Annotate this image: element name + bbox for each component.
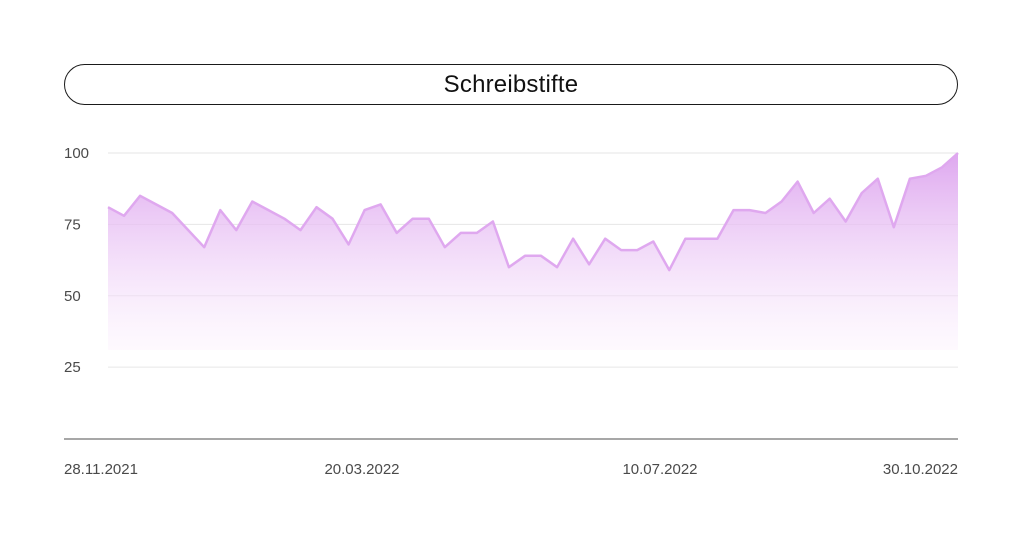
series-area — [108, 153, 958, 350]
x-tick-labels: 28.11.2021 20.03.2022 10.07.2022 30.10.2022 — [64, 461, 958, 478]
y-tick-label-50: 50 — [64, 288, 81, 305]
x-tick-label-2: 10.07.2022 — [622, 461, 697, 478]
chart-title: Schreibstifte — [64, 64, 958, 105]
y-tick-label-100: 100 — [64, 145, 89, 162]
x-tick-label-3: 30.10.2022 — [883, 461, 958, 478]
y-tick-label-75: 75 — [64, 216, 81, 233]
x-tick-label-1: 20.03.2022 — [324, 461, 399, 478]
series-line — [107, 152, 959, 272]
y-tick-labels: 25 50 75 100 — [64, 145, 89, 376]
x-tick-label-0: 28.11.2021 — [64, 461, 138, 478]
y-tick-label-25: 25 — [64, 359, 81, 376]
